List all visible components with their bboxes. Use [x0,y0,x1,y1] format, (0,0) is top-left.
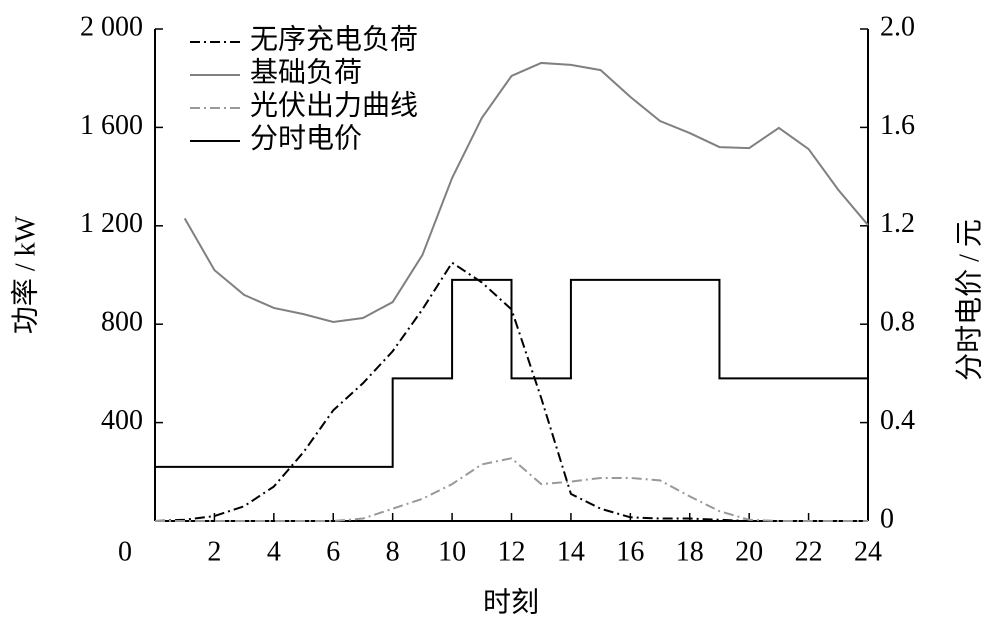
x-tick-label: 16 [616,536,644,567]
y-axis-label: 功率 / kW [9,215,41,334]
legend-label: 分时电价 [250,122,362,154]
y2-tick-label: 0 [880,503,894,534]
y2-tick-label: 1.6 [880,110,915,141]
x-tick-label: 12 [498,536,526,567]
x-tick-label: 0 [118,536,132,567]
y-tick-label: 2 000 [80,11,143,42]
x-tick-label: 18 [676,536,704,567]
x-tick-label: 8 [386,536,400,567]
x-tick-label: 22 [795,536,823,567]
y2-tick-label: 1.2 [880,208,915,239]
series-line [183,61,869,324]
y2-tick-label: 2.0 [880,11,915,42]
y2-axis-label: 分时电价 / 元 [953,219,985,381]
x-tick-label: 2 [207,536,221,567]
x-tick-label: 4 [267,536,281,567]
x-tick-label: 6 [326,536,340,567]
x-tick-label: 14 [557,536,585,567]
y-tick-label: 1 600 [80,110,143,141]
legend-label: 无序充电负荷 [250,23,418,55]
y2-tick-label: 0.8 [880,307,915,338]
y-tick-label: 400 [101,405,143,436]
series-line [155,278,868,468]
x-tick-label: 20 [735,536,763,567]
x-tick-label: 24 [854,536,882,567]
y2-tick-label: 0.4 [880,405,915,436]
y-tick-label: 800 [101,307,143,338]
legend-label: 基础负荷 [250,56,362,88]
x-tick-label: 10 [438,536,466,567]
y-tick-label: 1 200 [80,208,143,239]
legend-label: 光伏出力曲线 [250,89,418,121]
x-axis-label: 时刻 [483,586,539,618]
series-line [155,457,868,522]
